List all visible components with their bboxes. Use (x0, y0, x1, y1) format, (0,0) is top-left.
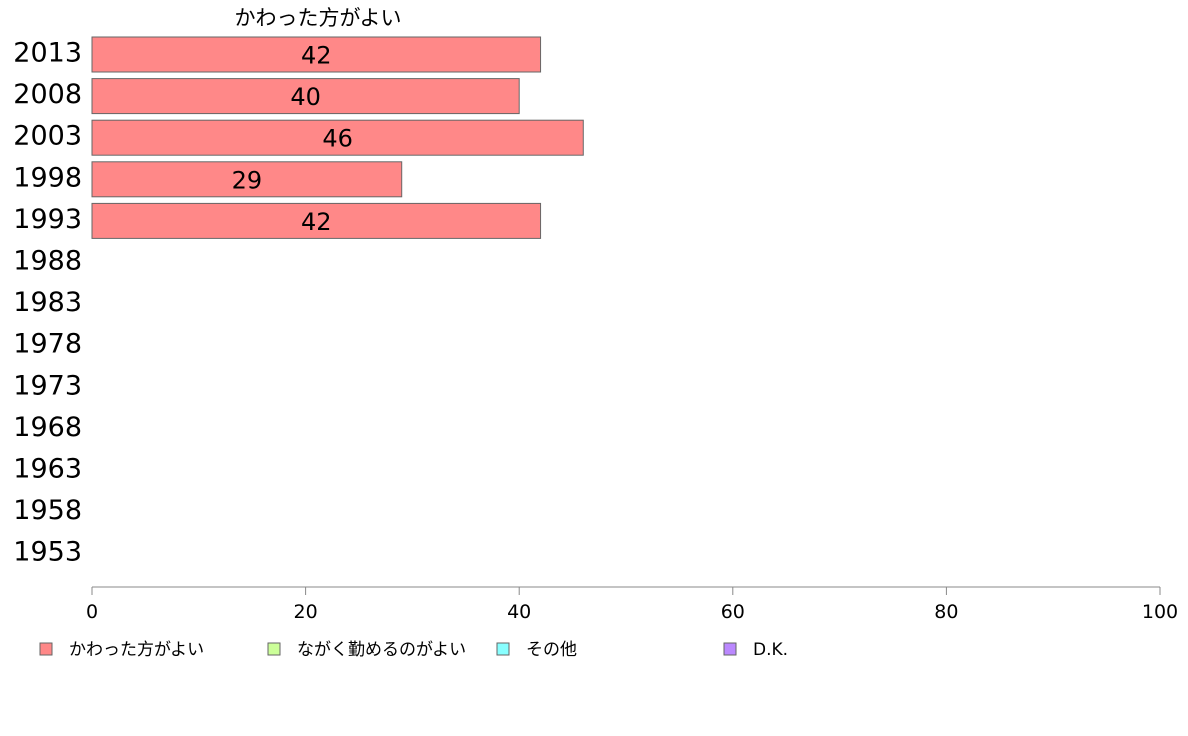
category-label-1963: 1963 (13, 454, 82, 485)
x-tick-label-0: 0 (86, 601, 98, 623)
legend-label-3: D.K. (753, 640, 788, 660)
legend: かわった方がよい ながく勤めるのがよい その他 D.K. (39, 640, 788, 660)
bar-1998 (91, 161, 403, 198)
category-label-1968: 1968 (13, 412, 82, 443)
legend-swatch-0 (39, 642, 53, 656)
category-label-1978: 1978 (13, 329, 82, 360)
legend-label-0: かわった方がよい (69, 640, 204, 660)
bar-value-label-2008: 40 (290, 83, 321, 111)
bar-2003 (91, 119, 584, 156)
bar-2008 (91, 78, 520, 115)
category-label-2003: 2003 (13, 121, 82, 152)
bar-value-label-1998: 29 (232, 166, 263, 194)
category-label-1998: 1998 (13, 162, 82, 193)
category-label-1988: 1988 (13, 246, 82, 277)
x-tick-label-40: 40 (507, 601, 531, 623)
bar-value-label-1993: 42 (301, 208, 332, 236)
x-tick-label-60: 60 (721, 601, 745, 623)
x-axis: 0 20 40 60 80 100 (86, 586, 1178, 623)
legend-label-1: ながく勤めるのがよい (297, 640, 466, 660)
category-label-1983: 1983 (13, 287, 82, 318)
category-label-1953: 1953 (13, 537, 82, 568)
bar-value-label-2003: 46 (322, 125, 353, 153)
category-label-2008: 2008 (13, 79, 82, 110)
x-tick-label-20: 20 (294, 601, 318, 623)
category-label-2013: 2013 (13, 38, 82, 69)
legend-swatch-2 (496, 642, 510, 656)
bar-1993 (91, 202, 542, 239)
legend-swatch-3 (723, 642, 737, 656)
chart-title: かわった方がよい (235, 6, 402, 30)
category-label-1973: 1973 (13, 370, 82, 401)
category-label-1993: 1993 (13, 204, 82, 235)
legend-label-2: その他 (526, 640, 577, 660)
x-tick-label-100: 100 (1142, 601, 1178, 623)
x-tick-label-80: 80 (934, 601, 958, 623)
bar-2013 (91, 36, 542, 73)
category-labels: 2013 2008 2003 1998 1993 1988 1983 1978 1973 1968… (13, 38, 82, 568)
bar-value-label-2013: 42 (301, 42, 332, 70)
category-label-1958: 1958 (13, 495, 82, 526)
legend-swatch-1 (267, 642, 281, 656)
